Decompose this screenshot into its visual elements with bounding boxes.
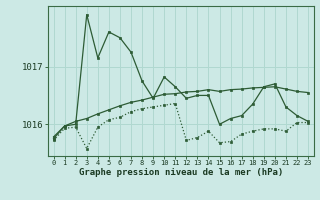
X-axis label: Graphe pression niveau de la mer (hPa): Graphe pression niveau de la mer (hPa) [79, 168, 283, 177]
